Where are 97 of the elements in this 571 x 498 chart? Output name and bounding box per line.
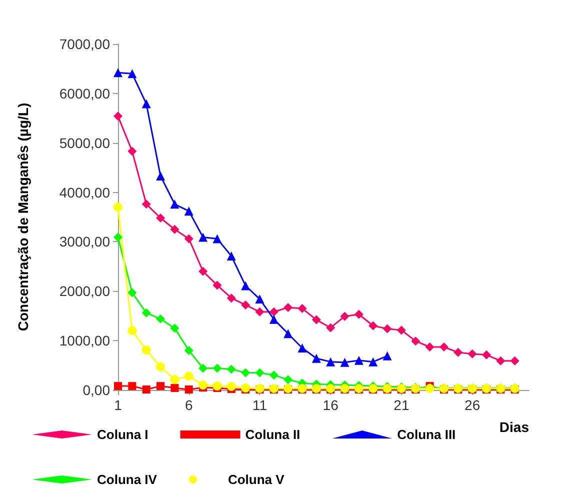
point [170,200,180,209]
point [241,281,250,290]
point [284,329,293,338]
x-tick-label: 11 [252,397,268,413]
point [142,200,151,209]
point [142,345,151,354]
point [454,348,463,357]
point [142,386,150,394]
point [312,315,321,324]
point [326,323,336,332]
point [496,356,506,366]
point [170,224,180,234]
point [212,234,222,244]
point [184,234,194,244]
point [156,362,166,372]
point [269,314,278,324]
legend-label: Coluna V [228,472,285,487]
x-tick-label: 21 [394,397,410,413]
point [156,382,165,390]
point [269,370,278,380]
point [396,326,406,335]
point [184,386,193,394]
point [368,321,378,330]
y-tick-label: 2000,00 [59,283,110,300]
x-tick-label: 16 [322,397,339,413]
point [156,213,166,222]
point [425,342,434,352]
legend-label: Coluna I [97,427,148,442]
point [354,310,364,319]
point [156,314,166,324]
point [411,336,420,346]
point [184,372,194,381]
y-tick-label: 0,00 [82,382,110,398]
point [128,146,137,156]
point [468,349,477,358]
point [298,304,307,313]
x-tick-label: 26 [464,397,480,413]
point [382,324,392,334]
point [114,112,122,121]
point [142,99,151,108]
y-tick-label: 7000,00 [59,36,110,52]
point [255,368,264,378]
point [170,384,179,392]
point [128,382,136,390]
point [340,312,350,321]
point [269,307,278,316]
y-tick-label: 5000,00 [59,134,110,151]
point [354,356,364,365]
point [114,68,122,78]
y-tick-label: 4000,00 [59,184,110,200]
point [368,357,378,366]
point [382,351,392,360]
point [170,375,180,384]
point [284,302,293,312]
y-axis-title: Concentração de Manganês (µg/L) [15,102,31,332]
y-tick-label: 3000,00 [59,234,110,250]
point [170,324,180,333]
y-tick-label: 1000,00 [59,332,110,349]
point [198,232,208,242]
x-tick-label: 1 [114,397,122,413]
legend-label: Coluna III [397,427,456,442]
point [298,343,307,352]
point [255,307,264,316]
point [198,266,208,276]
point [128,326,137,336]
legend-label: Coluna II [245,427,300,442]
point [114,202,122,212]
point [226,294,236,303]
point [226,252,236,261]
point [198,364,208,373]
point [241,300,250,310]
point [114,232,122,242]
point [142,308,151,318]
x-tick-label: 6 [184,397,193,413]
point [255,294,264,304]
legend-label: Coluna IV [97,472,158,487]
point [156,171,166,180]
x-axis-title: Dias [499,419,530,435]
point [312,354,321,363]
point [226,364,236,374]
point [212,280,222,290]
point [226,382,236,392]
point [284,375,293,384]
point [128,288,137,298]
point [198,380,208,390]
point [184,206,194,216]
y-tick-label: 6000,00 [59,85,110,102]
point [510,356,520,366]
point [241,368,250,378]
point [439,342,448,352]
point [340,358,350,367]
point [482,350,491,360]
point [128,69,137,78]
point [184,346,194,355]
point [212,364,222,373]
point [212,382,222,391]
point [326,357,336,366]
